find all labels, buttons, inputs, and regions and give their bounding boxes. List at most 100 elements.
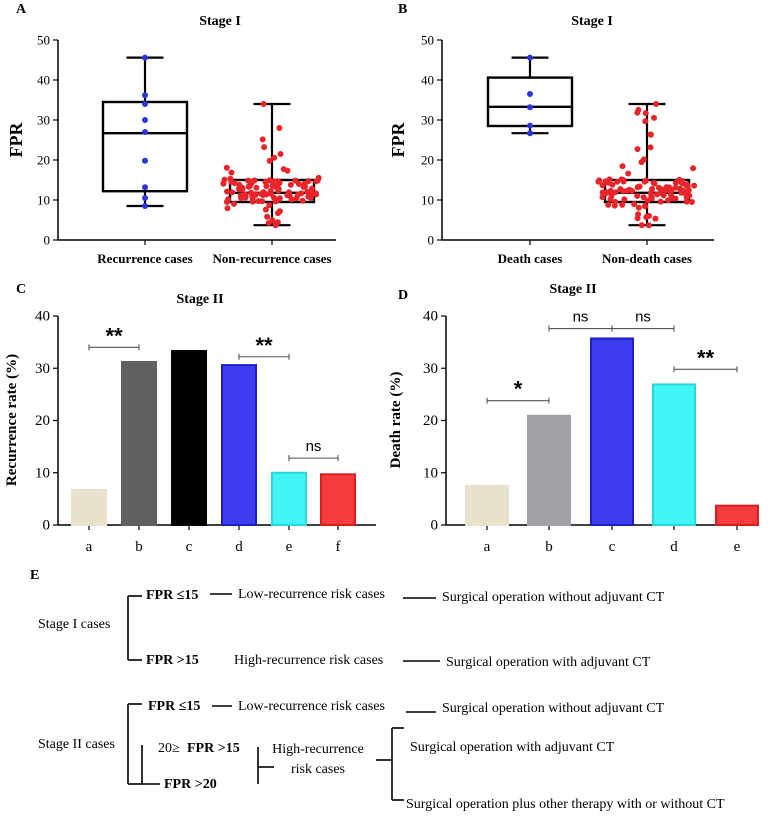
stage-i-low-risk-action: Surgical operation without adjuvant CT: [442, 590, 665, 605]
data-point: [688, 198, 695, 205]
data-point: [626, 186, 633, 193]
box: [101, 100, 189, 193]
x-category-label: Recurrence cases: [97, 251, 192, 266]
data-point: [651, 180, 658, 187]
data-point: [684, 182, 691, 189]
data-point: [625, 170, 632, 177]
data-point: [683, 191, 690, 198]
significance-label: ns: [306, 438, 322, 455]
y-tick-label: 20: [423, 413, 438, 429]
box: [486, 76, 574, 128]
data-point: [607, 196, 614, 203]
data-point: [668, 192, 675, 199]
x-tick-label: d: [670, 539, 678, 555]
data-point: [665, 197, 672, 204]
significance-label: **: [697, 345, 715, 370]
stage-i-high-risk-label: High-recurrence risk cases: [234, 653, 383, 668]
significance-label: **: [105, 323, 123, 348]
stage-ii-high-risk-line2: risk cases: [291, 762, 345, 777]
data-point: [142, 92, 148, 99]
panel-b: B Stage I FPR 0 10 20 30 40 50 Death cases No…: [388, 2, 714, 266]
data-point: [245, 177, 252, 184]
stage-i-root-label: Stage I cases: [38, 617, 110, 632]
data-point: [653, 101, 660, 107]
y-axis-label-d: Death rate (%): [388, 372, 404, 469]
data-point: [635, 204, 642, 211]
data-point: [262, 178, 269, 185]
data-point: [641, 178, 648, 185]
data-point: [224, 205, 231, 212]
data-point: [271, 154, 278, 161]
data-point: [596, 177, 603, 184]
data-point: [666, 184, 673, 191]
bar: [320, 473, 356, 527]
data-point: [621, 196, 628, 203]
x-tick-label: b: [545, 539, 553, 555]
bar: [465, 484, 509, 526]
data-point: [224, 188, 231, 195]
data-point: [276, 124, 283, 131]
data-point: [678, 189, 685, 196]
data-point: [314, 177, 321, 184]
data-point: [142, 54, 148, 61]
data-point: [249, 198, 256, 205]
data-point: [619, 201, 626, 208]
y-tick-label: 40: [35, 309, 50, 325]
y-tick-label: 30: [35, 361, 50, 377]
y-tick-label: 50: [421, 33, 434, 48]
data-point: [614, 178, 621, 185]
data-point: [619, 163, 626, 170]
data-point: [280, 166, 287, 173]
x-tick-label: e: [286, 539, 293, 555]
data-point: [262, 206, 269, 213]
data-point: [299, 197, 306, 204]
bar: [715, 504, 759, 527]
data-point: [305, 178, 312, 185]
data-point: [647, 131, 654, 138]
panel-a: A Stage I FPR 0 10 20 30 40 50 Recurrence cas…: [6, 2, 336, 266]
chart-title-d: Stage II: [549, 282, 596, 297]
data-point: [294, 191, 301, 198]
data-point: [142, 184, 148, 191]
x-category-label: Death cases: [498, 251, 563, 266]
data-point: [651, 114, 658, 121]
y-tick-label: 0: [428, 233, 435, 248]
x-category-label: Non-recurrence cases: [212, 251, 331, 266]
data-point: [231, 180, 238, 187]
data-point: [648, 193, 655, 200]
data-point: [631, 201, 638, 208]
data-point: [249, 193, 256, 200]
y-tick-label: 0: [43, 518, 51, 534]
data-point: [223, 164, 230, 171]
data-point: [599, 194, 606, 201]
data-point: [642, 118, 649, 125]
data-point: [142, 129, 148, 135]
data-point: [641, 203, 648, 210]
data-point: [270, 194, 277, 201]
stage-i-low-risk-label: Low-recurrence risk cases: [238, 587, 385, 602]
y-tick-label: 10: [423, 465, 438, 481]
y-tick-label: 20: [421, 153, 434, 168]
stage-ii-criterion-mid-prefix: 20≥: [158, 741, 180, 756]
data-point: [230, 200, 237, 207]
data-point: [236, 181, 243, 188]
y-axis-label-c: Recurrence rate (%): [4, 354, 20, 486]
panel-letter-c: C: [16, 282, 26, 297]
bar: [221, 364, 257, 526]
data-point: [635, 211, 642, 218]
y-tick-label: 40: [423, 309, 438, 325]
stage-ii-high-risk-line1: High-recurrence: [272, 742, 364, 757]
data-point: [527, 54, 533, 61]
y-tick-label: 20: [35, 413, 50, 429]
data-point: [690, 165, 697, 172]
data-point: [300, 183, 307, 190]
data-point: [142, 203, 148, 209]
bar: [652, 383, 696, 527]
data-point: [274, 210, 281, 217]
chart-title-b: Stage I: [571, 14, 613, 29]
data-point: [312, 190, 319, 197]
significance-label: *: [514, 377, 523, 402]
significance-label: **: [255, 333, 273, 358]
data-point: [251, 177, 258, 184]
data-point: [142, 117, 148, 123]
